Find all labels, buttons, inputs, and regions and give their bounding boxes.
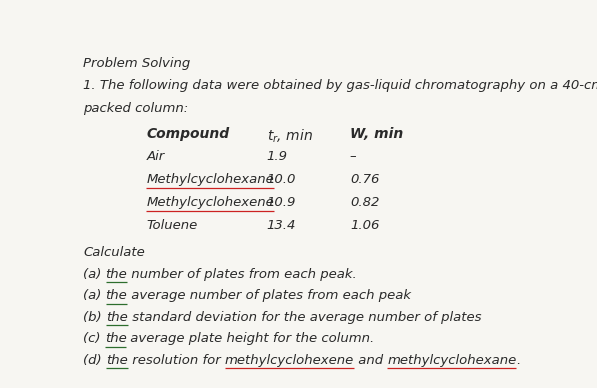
Text: the: the — [106, 289, 127, 302]
Text: 0.76: 0.76 — [350, 173, 379, 186]
Text: 10.9: 10.9 — [267, 196, 296, 209]
Text: Methylcyclohexane: Methylcyclohexane — [146, 173, 274, 186]
Text: (d): (d) — [83, 354, 106, 367]
Text: the: the — [106, 311, 128, 324]
Text: 10.0: 10.0 — [267, 173, 296, 186]
Text: the: the — [106, 354, 128, 367]
Text: 1. The following data were obtained by gas-liquid chromatography on a 40-cm: 1. The following data were obtained by g… — [83, 80, 597, 92]
Text: 13.4: 13.4 — [267, 219, 296, 232]
Text: Air: Air — [146, 150, 165, 163]
Text: 1.06: 1.06 — [350, 219, 379, 232]
Text: the: the — [104, 332, 127, 345]
Text: (a): (a) — [83, 268, 106, 281]
Text: methylcyclohexane: methylcyclohexane — [387, 354, 516, 367]
Text: .: . — [516, 354, 521, 367]
Text: average plate height for the column.: average plate height for the column. — [127, 332, 375, 345]
Text: Problem Solving: Problem Solving — [83, 57, 190, 70]
Text: the: the — [106, 268, 127, 281]
Text: 0.82: 0.82 — [350, 196, 379, 209]
Text: –: – — [350, 150, 356, 163]
Text: $\it{t}$$_r$, min: $\it{t}$$_r$, min — [267, 127, 313, 145]
Text: (b): (b) — [83, 311, 106, 324]
Text: Toluene: Toluene — [146, 219, 198, 232]
Text: (a): (a) — [83, 289, 106, 302]
Text: average number of plates from each peak: average number of plates from each peak — [127, 289, 411, 302]
Text: packed column:: packed column: — [83, 102, 188, 115]
Text: Calculate: Calculate — [83, 246, 144, 259]
Text: Compound: Compound — [146, 127, 229, 141]
Text: number of plates from each peak.: number of plates from each peak. — [127, 268, 357, 281]
Text: standard deviation for the average number of plates: standard deviation for the average numbe… — [128, 311, 481, 324]
Text: and: and — [354, 354, 387, 367]
Text: resolution for: resolution for — [128, 354, 224, 367]
Text: methylcyclohexene: methylcyclohexene — [224, 354, 354, 367]
Text: (c): (c) — [83, 332, 104, 345]
Text: 1.9: 1.9 — [267, 150, 288, 163]
Text: W, min: W, min — [350, 127, 403, 141]
Text: Methylcyclohexene: Methylcyclohexene — [146, 196, 274, 209]
